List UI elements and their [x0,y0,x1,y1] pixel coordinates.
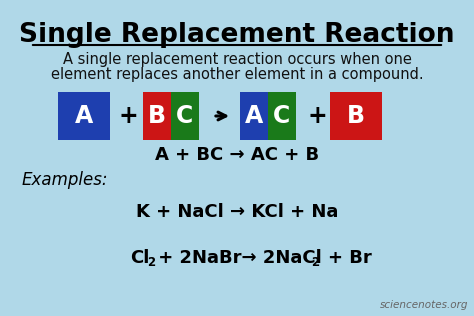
Text: + 2NaBr→ 2NaCl + Br: + 2NaBr→ 2NaCl + Br [152,249,372,267]
Text: element replaces another element in a compound.: element replaces another element in a co… [51,67,423,82]
Bar [268,92,296,140]
Text: C: C [176,104,193,128]
Text: +: + [307,104,327,128]
Bar [330,92,382,140]
Text: Single Replacement Reaction: Single Replacement Reaction [19,22,455,48]
Text: Examples:: Examples: [22,171,109,189]
Text: +: + [118,104,138,128]
Text: A: A [245,104,263,128]
Text: B: B [347,104,365,128]
Bar [58,92,110,140]
Text: K + NaCl → KCl + Na: K + NaCl → KCl + Na [136,203,338,221]
Text: 2: 2 [311,257,319,270]
Text: sciencenotes.org: sciencenotes.org [380,300,468,310]
Text: Cl: Cl [130,249,149,267]
Text: A + BC → AC + B: A + BC → AC + B [155,146,319,164]
Text: A single replacement reaction occurs when one: A single replacement reaction occurs whe… [63,52,411,67]
Text: A: A [75,104,93,128]
Text: B: B [148,104,166,128]
Text: C: C [273,104,291,128]
Bar [240,92,268,140]
Bar [171,92,199,140]
Bar [143,92,171,140]
Text: 2: 2 [147,257,155,270]
